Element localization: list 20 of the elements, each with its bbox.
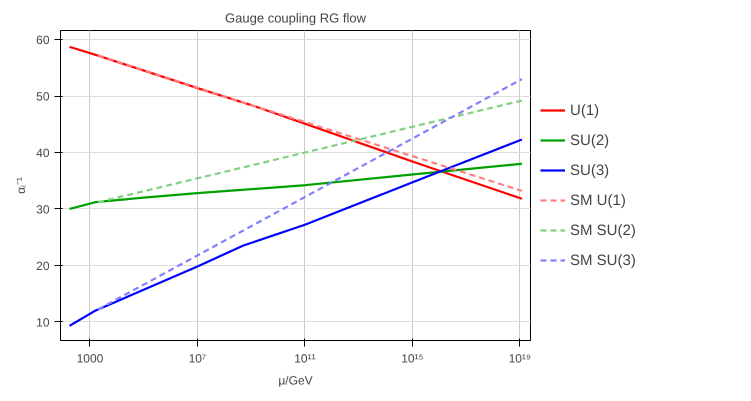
y-tick-label: 30	[36, 202, 50, 216]
legend-label: SM U(1)	[570, 192, 626, 208]
legend-label: SM SU(3)	[570, 252, 636, 268]
x-tick-label: 1000	[76, 352, 104, 366]
y-tick-label: 50	[36, 90, 50, 104]
x-tick-label: 10¹⁹	[508, 352, 532, 366]
x-tick-label: 10¹¹	[294, 352, 316, 366]
legend-label: SU(2)	[570, 132, 610, 148]
x-tick-label: 10⁷	[188, 352, 206, 366]
chart-title: Gauge coupling RG flow	[225, 10, 367, 26]
y-tick-label: 40	[36, 146, 50, 160]
y-tick-label: 20	[36, 258, 50, 273]
x-axis-title: μ/GeV	[278, 374, 313, 388]
x-tick-label: 10¹⁵	[401, 352, 424, 366]
legend-label: SU(3)	[570, 162, 610, 178]
y-tick-label: 60	[36, 33, 50, 48]
y-axis-title: αᵢ⁻¹	[14, 177, 28, 194]
legend-label: U(1)	[570, 102, 600, 118]
legend-label: SM SU(2)	[570, 222, 636, 238]
y-tick-label: 10	[36, 315, 50, 330]
